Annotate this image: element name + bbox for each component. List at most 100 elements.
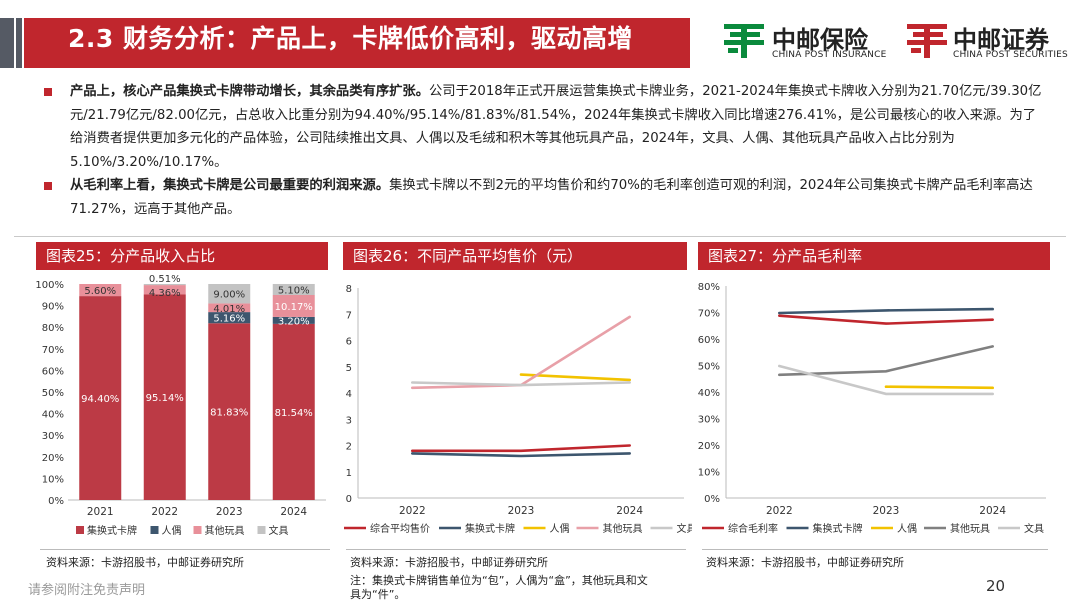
legend-label: 人偶 bbox=[162, 524, 182, 537]
source-divider bbox=[346, 549, 686, 550]
bullet-item-product: 产品上，核心产品集换式卡牌带动增长，其余品类有序扩张。公司于2018年正式开展运… bbox=[44, 80, 1044, 174]
y-tick-label: 70% bbox=[698, 309, 720, 320]
chart26-note-cont: 具为“件”。 bbox=[350, 588, 406, 601]
x-tick-label: 2023 bbox=[216, 506, 243, 518]
series-line-集换式卡牌 bbox=[778, 307, 994, 315]
legend-label: 人偶 bbox=[897, 522, 917, 535]
legend-label: 其他玩具 bbox=[950, 522, 990, 535]
y-tick-label: 50% bbox=[698, 362, 720, 373]
chart25-stacked-bar: 0% 10% 20% 30% 40% 50% 60% 70% 80% 90% 100% 2021 202… bbox=[35, 274, 326, 537]
legend-label: 人偶 bbox=[550, 522, 570, 535]
y-tick-label: 80% bbox=[698, 282, 720, 293]
logo1-chinese-name: 中邮保险 bbox=[772, 26, 868, 54]
series-line-其他玩具 bbox=[778, 345, 994, 377]
y-tick-label: 20% bbox=[42, 453, 64, 464]
chart26-note: 注：集换式卡牌销售单位为“包”，人偶为“盒”，其他玩具和文 bbox=[350, 574, 648, 587]
data-label: 5.60% bbox=[84, 286, 116, 297]
disclaimer-note: 请参阅附注免责声明 bbox=[28, 583, 146, 598]
chart26-header: 图表26：不同产品平均售价（元） bbox=[343, 242, 687, 270]
data-label: 10.17% bbox=[275, 302, 313, 313]
legend-label: 集换式卡牌 bbox=[813, 522, 863, 535]
legend-swatch bbox=[150, 526, 159, 534]
title-accent-2 bbox=[16, 18, 22, 68]
y-tick-label: 4 bbox=[346, 389, 352, 400]
bullet-marker bbox=[44, 182, 52, 190]
legend-label: 综合平均售价 bbox=[370, 522, 430, 535]
bar-segment-集换式卡牌 bbox=[208, 323, 251, 500]
y-tick-label: 2 bbox=[346, 442, 352, 453]
data-label: 5.10% bbox=[278, 285, 310, 296]
bullet-heading: 产品上，核心产品集换式卡牌带动增长，其余品类有序扩张。 bbox=[70, 84, 430, 99]
section-divider bbox=[14, 236, 1066, 237]
series-line-文具 bbox=[411, 381, 631, 387]
legend-swatch bbox=[193, 526, 202, 534]
legend-label: 集换式卡牌 bbox=[465, 522, 515, 535]
data-label: 95.14% bbox=[146, 393, 184, 404]
y-tick-label: 60% bbox=[698, 335, 720, 346]
y-tick-label: 3 bbox=[346, 415, 352, 426]
bullet-body: 集换式卡牌以不到2元的平均售价和约70%的毛利率创造可观的利润，2024年公司集… bbox=[70, 178, 1033, 217]
y-tick-label: 70% bbox=[42, 345, 64, 356]
x-tick-label: 2023 bbox=[508, 505, 535, 517]
chart27-line-chart: 0% 10% 20% 30% 40% 50% 60% 70% 80% 2022 2023 2024 综合… bbox=[698, 282, 1046, 535]
logo1-english-name: CHINA POST INSURANCE bbox=[772, 50, 887, 60]
y-tick-label: 60% bbox=[42, 366, 64, 377]
x-tick-label: 2022 bbox=[399, 505, 426, 517]
data-label: 9.00% bbox=[213, 290, 245, 301]
bullet-marker bbox=[44, 88, 52, 96]
bar-segment-其他玩具 bbox=[208, 303, 251, 313]
data-label: 94.40% bbox=[81, 394, 119, 405]
bar-segment-人偶 bbox=[208, 312, 251, 324]
data-label: 81.54% bbox=[275, 408, 313, 419]
legend-label: 综合毛利率 bbox=[728, 522, 778, 535]
y-tick-label: 40% bbox=[698, 388, 720, 399]
legend-label: 文具 bbox=[269, 524, 289, 537]
logo2-english-name: CHINA POST SECURITIES bbox=[953, 50, 1068, 60]
page-number: 20 bbox=[986, 577, 1006, 595]
bar-segment-集换式卡牌 bbox=[143, 294, 186, 500]
post-emblem-green-icon bbox=[724, 24, 764, 58]
chart25-source: 资料来源：卡游招股书，中邮证券研究所 bbox=[46, 556, 244, 569]
title-background bbox=[24, 18, 690, 68]
series-line-人偶 bbox=[519, 373, 631, 382]
chart26-source: 资料来源：卡游招股书，中邮证券研究所 bbox=[350, 556, 548, 569]
data-label: 4.36% bbox=[149, 288, 181, 299]
x-tick-label: 2022 bbox=[151, 506, 178, 518]
y-tick-label: 5 bbox=[346, 363, 352, 374]
title-bar bbox=[0, 18, 690, 68]
bar-segment-文具 bbox=[143, 283, 186, 286]
bar-segment-其他玩具 bbox=[79, 284, 122, 297]
y-tick-label: 8 bbox=[346, 284, 352, 295]
page-title: 2.3 财务分析：产品上，卡牌低价高利，驱动高增 bbox=[68, 24, 633, 53]
legend-label: 集换式卡牌 bbox=[87, 524, 137, 537]
y-tick-label: 30% bbox=[698, 415, 720, 426]
y-tick-label: 0% bbox=[704, 494, 720, 505]
legend-swatch bbox=[76, 526, 84, 534]
y-tick-label: 6 bbox=[346, 337, 352, 348]
y-tick-label: 20% bbox=[698, 441, 720, 452]
chart25-header: 图表25：分产品收入占比 bbox=[36, 242, 328, 270]
data-label: 0.51% bbox=[149, 274, 181, 285]
x-tick-label: 2024 bbox=[280, 506, 307, 518]
series-line-综合平均售价 bbox=[411, 444, 631, 453]
series-line-集换式卡牌 bbox=[411, 452, 631, 458]
y-tick-label: 30% bbox=[42, 431, 64, 442]
post-emblem-red-icon bbox=[907, 24, 947, 58]
data-label: 5.16% bbox=[213, 314, 245, 325]
series-line-文具 bbox=[778, 364, 994, 396]
y-tick-label: 0% bbox=[48, 496, 64, 507]
bullet-heading: 从毛利率上看，集换式卡牌是公司最重要的利润来源。 bbox=[70, 178, 390, 193]
x-tick-label: 2021 bbox=[87, 506, 114, 518]
x-tick-label: 2024 bbox=[979, 505, 1006, 517]
bullet-item-margin: 从毛利率上看，集换式卡牌是公司最重要的利润来源。集换式卡牌以不到2元的平均售价和… bbox=[44, 174, 1044, 221]
chart26-line-chart: 0 1 2 3 4 5 6 7 8 2022 2023 2024 综合平均售价 集换式卡牌 人偶 其他玩具 文具 bbox=[344, 284, 692, 535]
china-post-securities-logo: 中邮证券 CHINA POST SECURITIES bbox=[905, 18, 1075, 62]
bar-segment-文具 bbox=[208, 284, 251, 304]
y-tick-label: 40% bbox=[42, 410, 64, 421]
title-accent bbox=[0, 18, 14, 68]
china-post-insurance-logo: 中邮保险 CHINA POST INSURANCE bbox=[722, 18, 897, 62]
y-tick-label: 10% bbox=[698, 468, 720, 479]
legend-swatch bbox=[257, 526, 266, 534]
bullet-body: 公司于2018年正式开展运营集换式卡牌业务，2021-2024年集换式卡牌收入分… bbox=[70, 84, 1042, 170]
y-tick-label: 90% bbox=[42, 302, 64, 313]
